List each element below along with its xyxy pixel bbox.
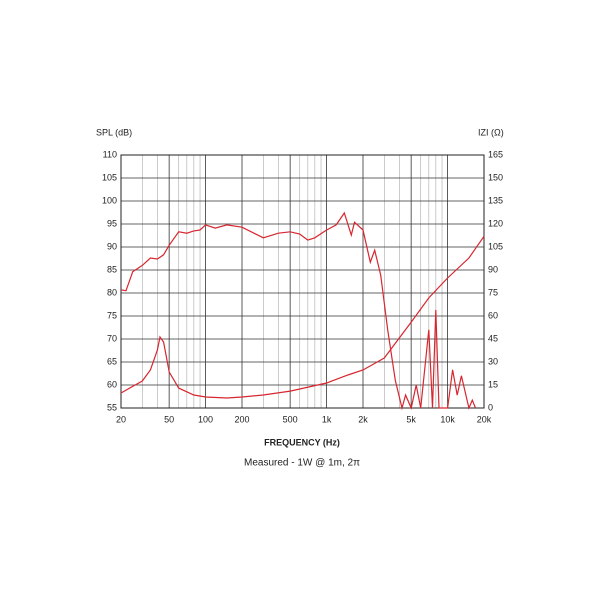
x-tick-label: 50 [164, 414, 174, 424]
y-tick-label: 70 [107, 333, 117, 343]
y-tick-label: 95 [107, 218, 117, 228]
y-tick-label: 105 [102, 172, 117, 182]
plot-frame [120, 154, 485, 409]
y2-tick-label: 30 [488, 356, 498, 366]
y-tick-label: 110 [103, 149, 117, 159]
subtitle: Measured - 1W @ 1m, 2π [244, 458, 360, 469]
x-tick-label: 20k [477, 414, 492, 424]
y2-tick-label: 90 [488, 264, 498, 274]
y-tick-label: 85 [107, 264, 117, 274]
x-tick-label: 10k [440, 414, 455, 424]
y-tick-label: 90 [107, 241, 117, 251]
y2-tick-label: 165 [488, 149, 503, 159]
y-tick-label: 100 [102, 195, 117, 205]
x-tick-label: 200 [234, 414, 249, 424]
y2-tick-label: 75 [488, 287, 498, 297]
y-tick-label: 65 [107, 356, 117, 366]
y2-tick-label: 45 [488, 333, 498, 343]
x-tick-label: 2k [358, 414, 368, 424]
y-tick-label: 75 [107, 310, 117, 320]
y2-axis-title: IZI (Ω) [478, 127, 504, 137]
x-tick-label: 500 [283, 414, 298, 424]
x-tick-label: 20 [116, 414, 126, 424]
x-tick-label: 1k [322, 414, 332, 424]
y2-tick-label: 60 [488, 310, 498, 320]
series-line [120, 211, 477, 411]
y2-tick-label: 15 [488, 379, 498, 389]
y2-tick-label: 150 [488, 172, 503, 182]
y2-tick-label: 105 [488, 241, 503, 251]
y-tick-label: 60 [107, 379, 117, 389]
x-tick-label: 5k [406, 414, 416, 424]
y-tick-label: 55 [107, 402, 117, 412]
series-line [120, 235, 485, 399]
y2-tick-label: 135 [488, 195, 503, 205]
x-axis-title: FREQUENCY (Hz) [264, 437, 340, 447]
x-tick-label: 100 [198, 414, 213, 424]
y-tick-label: 80 [107, 287, 117, 297]
y2-tick-label: 120 [488, 218, 503, 228]
y2-tick-label: 0 [488, 402, 493, 412]
y-axis-title: SPL (dB) [96, 127, 132, 137]
